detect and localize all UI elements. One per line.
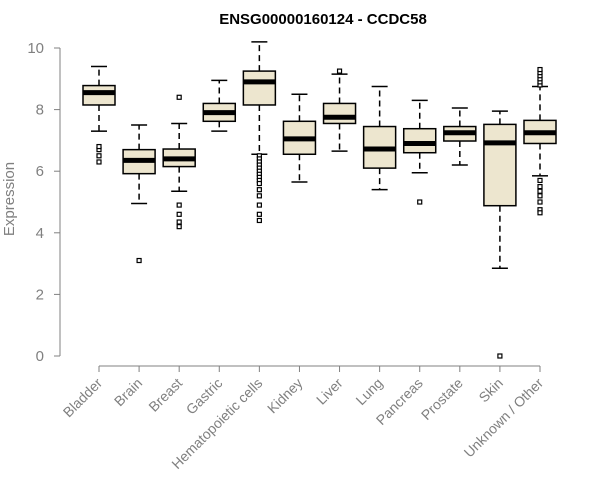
x-tick-label: Skin <box>475 375 506 406</box>
box-liver <box>322 68 357 152</box>
y-tick-label: 0 <box>36 348 44 365</box>
y-tick-label: 8 <box>36 102 44 119</box>
outlier-point <box>96 159 102 165</box>
y-tick-label: 4 <box>36 225 44 242</box>
x-tick-label: Liver <box>313 375 346 408</box>
iqr-box <box>483 123 517 207</box>
box-brain <box>122 124 156 264</box>
box-bladder <box>82 65 116 165</box>
outlier-point <box>256 187 262 193</box>
chart-title: ENSG00000160124 - CCDC58 <box>219 11 427 28</box>
outlier-point <box>176 211 182 217</box>
iqr-box <box>82 84 116 106</box>
iqr-box <box>322 102 357 125</box>
box-gastric <box>202 79 237 132</box>
box-lung <box>362 85 397 191</box>
box-unknown-other <box>523 66 557 216</box>
outlier-point <box>497 353 503 359</box>
outlier-point <box>537 210 543 216</box>
outlier-point <box>176 224 182 230</box>
x-tick-label: Kidney <box>264 375 306 417</box>
x-tick-label: Prostate <box>418 375 466 423</box>
box-pancreas <box>402 99 437 205</box>
outlier-point <box>537 177 543 184</box>
outlier-point <box>96 153 102 159</box>
outlier-point <box>336 68 343 74</box>
iqr-box <box>242 70 277 106</box>
box-skin <box>483 110 517 359</box>
box-breast <box>162 94 196 230</box>
y-axis: 0 2 4 6 8 10 <box>27 40 61 365</box>
x-tick-label: Lung <box>352 375 385 408</box>
outlier-point <box>176 219 182 225</box>
y-tick-label: 2 <box>36 286 44 303</box>
x-tick-label: Bladder <box>60 375 106 421</box>
outlier-point <box>136 257 142 264</box>
outlier-point <box>537 184 543 190</box>
box-kidney <box>282 93 317 183</box>
outlier-point <box>417 199 423 205</box>
x-tick-label: Brain <box>111 375 145 409</box>
x-tick-label: Breast <box>145 375 185 415</box>
box-hematopoietic-cells <box>242 41 277 224</box>
boxes-group <box>82 41 557 359</box>
outlier-point <box>537 193 543 199</box>
y-tick-label: 6 <box>36 163 44 180</box>
outlier-point <box>256 202 262 208</box>
outlier-point <box>176 202 182 208</box>
outlier-point <box>256 211 262 217</box>
outlier-point <box>96 143 102 150</box>
y-axis-label: Expression <box>1 162 18 236</box>
iqr-box <box>402 127 437 154</box>
outlier-point <box>537 66 543 73</box>
outlier-point <box>537 199 543 205</box>
outlier-point <box>256 193 262 199</box>
box-prostate <box>443 107 477 166</box>
outlier-point <box>176 94 182 100</box>
outlier-point <box>537 188 543 194</box>
outlier-point <box>256 217 262 224</box>
y-tick-label: 10 <box>27 40 44 57</box>
outlier-point <box>256 180 262 187</box>
